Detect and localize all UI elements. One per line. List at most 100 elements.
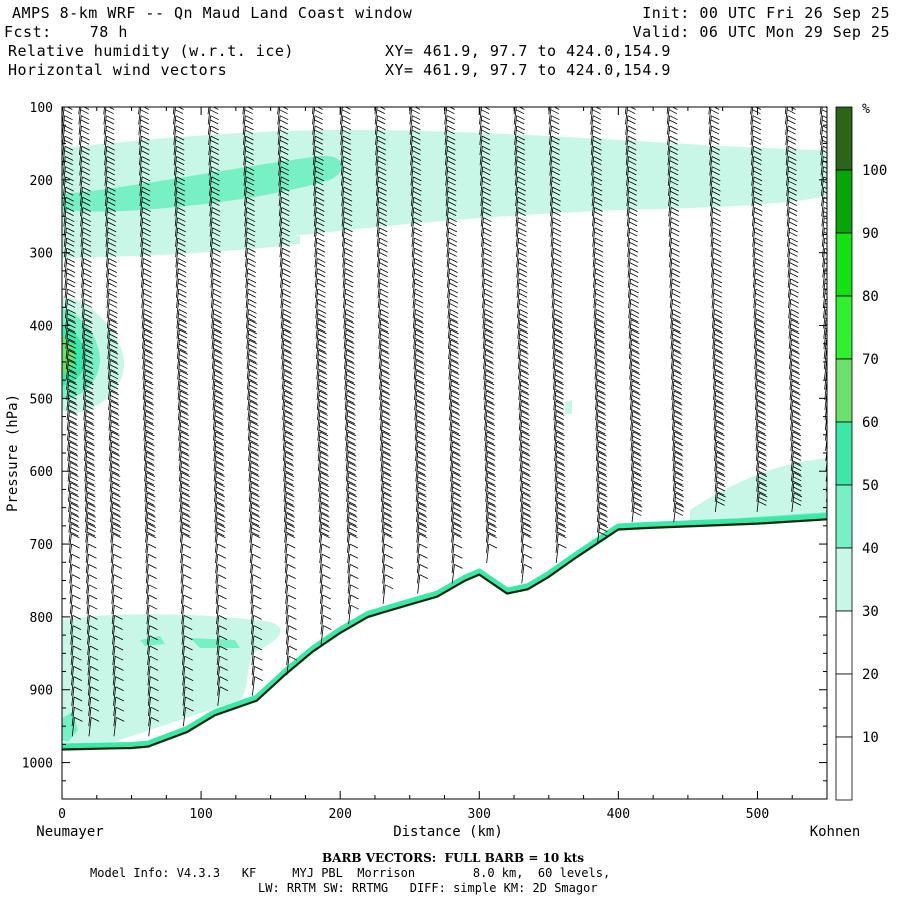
wind-barb-flag bbox=[346, 415, 356, 420]
wind-barb-staff bbox=[590, 107, 594, 125]
wind-barb-flag bbox=[673, 374, 682, 380]
wind-barb-flag bbox=[487, 476, 496, 482]
wind-barb-flag bbox=[379, 337, 389, 343]
wind-barb-flag bbox=[517, 231, 527, 237]
wind-barb-staff bbox=[786, 166, 790, 186]
wind-barb-staff bbox=[628, 309, 632, 329]
wind-barb-flag bbox=[217, 543, 226, 549]
wind-barb-staff bbox=[670, 329, 674, 349]
wind-barb-staff bbox=[215, 554, 219, 574]
wind-barb-staff bbox=[211, 350, 215, 370]
wind-barb-flag bbox=[380, 364, 390, 369]
wind-barb-flag bbox=[70, 527, 79, 533]
wind-barb-flag bbox=[519, 278, 528, 284]
wind-barb-flag bbox=[711, 190, 721, 196]
wind-barb-staff bbox=[69, 574, 73, 594]
wind-barb-flag bbox=[673, 394, 682, 400]
wind-barb-flag bbox=[111, 521, 121, 527]
wind-barb-flag bbox=[82, 221, 91, 227]
wind-barb-flag bbox=[792, 415, 801, 420]
wind-barb-flag bbox=[412, 156, 422, 161]
wind-barb-staff bbox=[81, 278, 85, 298]
wind-barb-flag bbox=[347, 470, 356, 476]
wind-barb-flag bbox=[823, 156, 827, 159]
wind-barb-flag bbox=[283, 360, 293, 365]
wind-barb-flag bbox=[792, 445, 801, 451]
wind-barb-flag bbox=[556, 456, 565, 461]
wind-barb-flag bbox=[71, 543, 80, 549]
wind-barb-flag bbox=[415, 333, 424, 339]
wind-barb-flag bbox=[184, 645, 193, 651]
wind-barb-flag bbox=[219, 676, 229, 681]
wind-barb-staff bbox=[554, 452, 558, 472]
wind-barb-flag bbox=[178, 268, 187, 274]
wind-barb-flag bbox=[555, 435, 565, 441]
wind-barb-flag bbox=[251, 492, 260, 498]
wind-barb-flag bbox=[753, 145, 762, 151]
wind-barb-flag bbox=[755, 258, 764, 263]
wind-barb-flag bbox=[553, 292, 562, 298]
wind-barb-staff bbox=[180, 543, 184, 564]
wind-barb-flag bbox=[250, 511, 259, 516]
wind-barb-flag bbox=[342, 160, 352, 166]
wind-barb-flag bbox=[668, 119, 678, 125]
wind-barb-flag bbox=[142, 231, 151, 237]
wind-barb-flag bbox=[245, 170, 254, 176]
wind-barb-flag bbox=[382, 511, 392, 516]
wind-barb-flag bbox=[284, 470, 294, 476]
wind-barb-flag bbox=[81, 145, 90, 151]
wind-barb-flag bbox=[627, 115, 637, 121]
wind-barb-flag bbox=[212, 217, 221, 223]
wind-barb-flag bbox=[555, 419, 564, 425]
wind-barb-flag bbox=[347, 476, 357, 482]
wind-barb-flag bbox=[828, 491, 836, 495]
wind-barb-flag bbox=[451, 400, 460, 406]
wind-barb-staff bbox=[316, 390, 320, 411]
wind-barb-flag bbox=[757, 470, 766, 476]
wind-barb-staff bbox=[85, 523, 89, 543]
wind-barb-flag bbox=[553, 313, 563, 318]
wind-barb-staff bbox=[317, 421, 321, 441]
wind-barb-flag bbox=[791, 339, 800, 345]
wind-barb-flag bbox=[599, 523, 608, 528]
wind-barb-staff bbox=[412, 299, 416, 319]
wind-barb-staff bbox=[110, 543, 114, 564]
wind-barb-staff bbox=[173, 136, 177, 156]
wind-barb-flag bbox=[283, 319, 292, 325]
wind-barb-flag bbox=[248, 358, 257, 363]
wind-barb-flag bbox=[557, 507, 566, 512]
wind-barb-staff bbox=[211, 309, 215, 329]
wind-barb-flag bbox=[483, 262, 492, 268]
wind-barb-flag bbox=[86, 476, 95, 482]
wind-barb-flag bbox=[792, 470, 801, 476]
wind-barb-flag bbox=[419, 564, 428, 569]
wind-barb-staff bbox=[451, 554, 455, 574]
wind-barb-staff bbox=[139, 176, 143, 196]
wind-barb-flag bbox=[178, 333, 188, 339]
wind-barb-flag bbox=[673, 419, 682, 425]
wind-barb-flag bbox=[80, 119, 89, 125]
wind-barb-flag bbox=[594, 252, 603, 257]
wind-barb-staff bbox=[84, 452, 88, 472]
wind-barb-flag bbox=[66, 272, 75, 278]
wind-barb-flag bbox=[210, 135, 220, 141]
wind-barb-flag bbox=[758, 482, 768, 488]
wind-barb-flag bbox=[713, 288, 723, 294]
wind-barb-staff bbox=[629, 401, 633, 421]
wind-barb-flag bbox=[452, 451, 461, 457]
wind-barb-staff bbox=[445, 166, 449, 186]
wind-barb-flag bbox=[65, 211, 74, 217]
wind-barb-staff bbox=[415, 492, 419, 513]
wind-barb-staff bbox=[279, 238, 283, 258]
wind-barb-staff bbox=[68, 513, 72, 533]
wind-barb-flag bbox=[183, 615, 193, 620]
wind-barb-flag bbox=[519, 333, 528, 339]
wind-barb-staff bbox=[786, 176, 790, 196]
wind-barb-flag bbox=[452, 501, 461, 506]
wind-barb-flag bbox=[382, 470, 391, 476]
wind-barb-flag bbox=[250, 451, 260, 457]
wind-barb-flag bbox=[213, 399, 223, 404]
colorbar-segment bbox=[835, 736, 853, 801]
wind-barb-flag bbox=[414, 268, 423, 274]
wind-barb-flag bbox=[108, 272, 117, 278]
